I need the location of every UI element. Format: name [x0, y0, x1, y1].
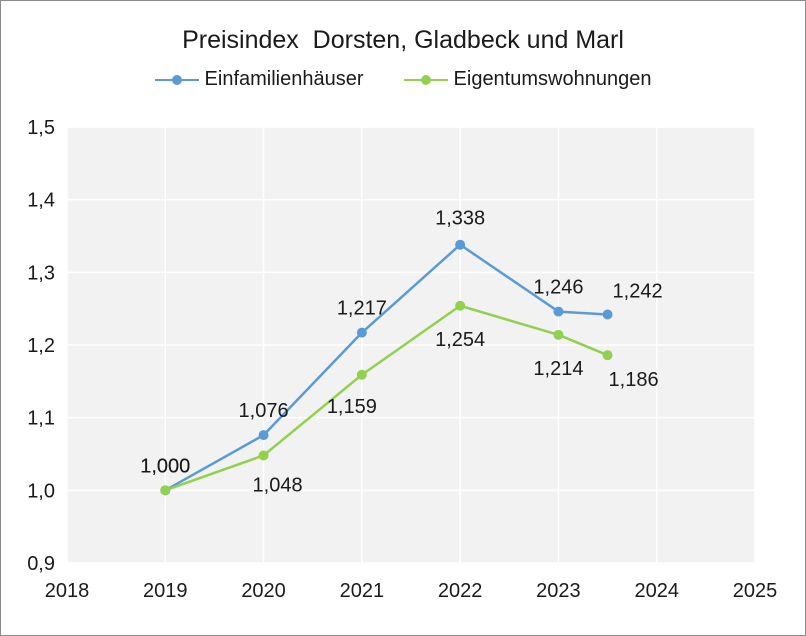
- data-label-0: 1,217: [337, 298, 387, 320]
- y-tick-label: 1,3: [27, 262, 55, 284]
- x-tick-label: 2025: [733, 580, 778, 602]
- legend-swatch-eigentumswohnungen: [403, 74, 448, 85]
- x-tick-label: 2018: [45, 580, 90, 602]
- y-tick-label: 1,1: [27, 408, 55, 430]
- data-point-1: [160, 485, 171, 496]
- data-label-1: 1,000: [140, 455, 190, 477]
- data-point-0: [356, 327, 367, 338]
- data-label-1: 1,186: [609, 369, 659, 391]
- data-point-1: [258, 450, 269, 461]
- data-point-0: [602, 309, 613, 320]
- data-point-1: [553, 329, 564, 340]
- data-label-0: 1,246: [533, 277, 583, 299]
- x-tick-label: 2019: [143, 580, 188, 602]
- legend-swatch-einfamilienhaeuser: [154, 74, 199, 85]
- x-tick-label: 2023: [536, 580, 581, 602]
- data-label-0: 1,338: [435, 208, 485, 230]
- data-label-0: 1,000: [140, 455, 190, 477]
- y-tick-label: 1,5: [27, 117, 55, 139]
- y-tick-label: 1,4: [27, 190, 55, 212]
- data-point-0: [455, 239, 466, 250]
- series-line-1: [164, 304, 609, 492]
- data-label-1: 1,048: [253, 474, 303, 496]
- data-label-0: 1,242: [613, 280, 663, 302]
- x-tick-label: 2022: [438, 580, 483, 602]
- y-tick-label: 1,0: [27, 480, 55, 502]
- chart-legend: Einfamilienhäuser Eigentumswohnungen: [0, 68, 806, 91]
- x-tick-label: 2024: [634, 580, 679, 602]
- y-tick-label: 1,2: [27, 335, 55, 357]
- x-tick-label: 2021: [340, 580, 385, 602]
- data-label-1: 1,214: [533, 358, 583, 380]
- data-label-1: 1,254: [435, 329, 485, 351]
- data-label-1: 1,159: [327, 396, 377, 418]
- data-point-0: [553, 306, 564, 317]
- legend-item-einfamilienhaeuser: Einfamilienhäuser: [154, 68, 364, 91]
- data-point-1: [356, 369, 367, 380]
- legend-label-einfamilienhaeuser: Einfamilienhäuser: [204, 68, 364, 90]
- data-point-0: [258, 430, 269, 441]
- chart-title: Preisindex Dorsten, Gladbeck und Marl: [182, 26, 624, 54]
- legend-item-eigentumswohnungen: Eigentumswohnungen: [403, 68, 652, 91]
- data-point-1: [455, 300, 466, 311]
- data-label-0: 1,076: [239, 400, 289, 422]
- data-point-1: [602, 350, 613, 361]
- y-tick-label: 0,9: [27, 553, 55, 575]
- legend-label-eigentumswohnungen: Eigentumswohnungen: [453, 68, 652, 90]
- series-line-0: [164, 243, 608, 492]
- x-tick-label: 2020: [241, 580, 286, 602]
